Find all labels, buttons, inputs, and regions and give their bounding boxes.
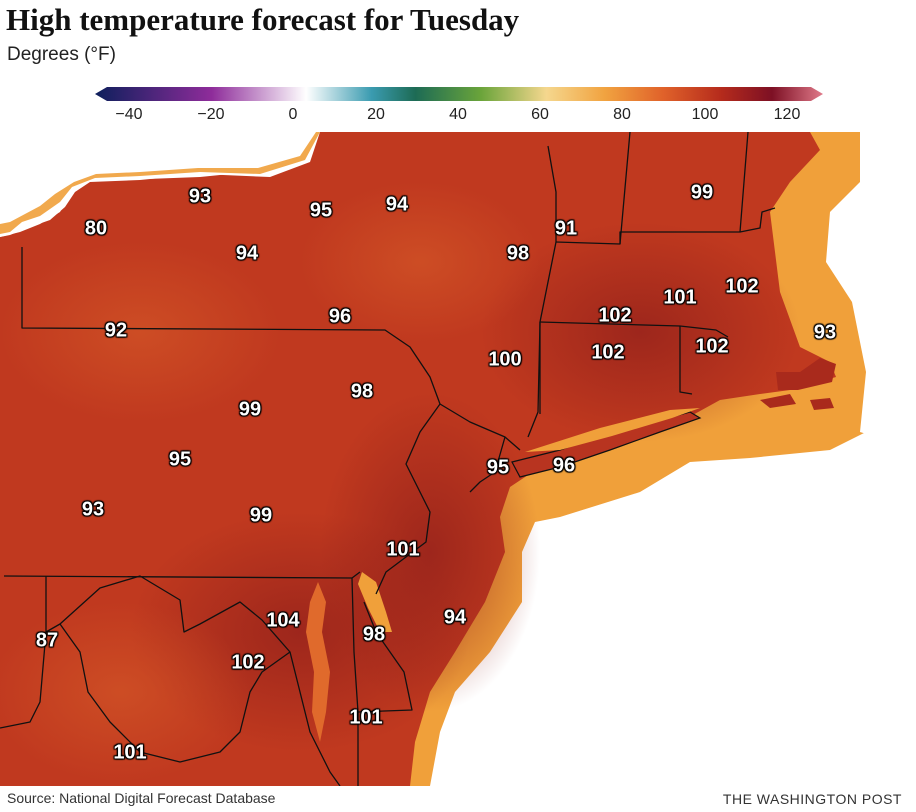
page-title: High temperature forecast for Tuesday (6, 2, 520, 37)
temp-label: 104 (266, 609, 300, 632)
temp-label: 91 (554, 217, 578, 240)
temp-label: 101 (113, 741, 147, 764)
legend-tick: −40 (115, 106, 143, 123)
temp-label: 99 (690, 181, 714, 204)
cape-cod (776, 358, 836, 390)
temp-label: 102 (598, 304, 632, 327)
legend-tick: 80 (613, 106, 631, 123)
temp-label: 93 (81, 498, 105, 521)
temp-label: 102 (231, 651, 265, 674)
legend-tick: 40 (449, 106, 467, 123)
legend-color-bar (95, 87, 823, 101)
temp-label: 100 (488, 348, 522, 371)
map-canvas (0, 132, 916, 786)
temp-label: 94 (235, 242, 259, 265)
source-note: Source: National Digital Forecast Databa… (7, 790, 276, 806)
temp-label: 101 (386, 538, 420, 561)
island-marthas-vineyard (760, 394, 796, 408)
temp-label: 102 (695, 335, 729, 358)
temp-label: 95 (486, 456, 510, 479)
temp-label: 99 (238, 398, 262, 421)
chesapeake-bay (306, 582, 330, 742)
legend-tick: 120 (773, 106, 801, 123)
temperature-map: 93 80 95 94 94 91 99 98 102 101 92 96 10… (0, 132, 916, 786)
temp-label: 94 (385, 193, 409, 216)
legend-tick: 0 (288, 106, 298, 123)
temp-label: 98 (350, 380, 374, 403)
long-island-sound (525, 408, 700, 452)
island-nantucket (810, 398, 834, 410)
state-boundaries (0, 132, 776, 786)
temp-label: 101 (349, 706, 383, 729)
legend-tick: 100 (691, 106, 719, 123)
temp-label: 94 (443, 606, 467, 629)
legend-tick: −20 (197, 106, 225, 123)
cape-cod-water (826, 132, 916, 438)
temp-label: 98 (362, 623, 386, 646)
lake-ontario-water (0, 132, 316, 224)
temp-label: 92 (104, 319, 128, 342)
temp-label: 95 (309, 199, 333, 222)
legend-tick: 20 (367, 106, 385, 123)
temp-label: 102 (725, 275, 759, 298)
temp-label: 93 (188, 185, 212, 208)
legend-tick: 60 (531, 106, 549, 123)
publisher-credit: THE WASHINGTON POST (722, 791, 902, 807)
temp-label: 95 (168, 448, 192, 471)
temp-label: 96 (552, 454, 576, 477)
temp-label: 99 (249, 504, 273, 527)
units-subtitle: Degrees (°F) (7, 44, 116, 65)
temp-label: 98 (506, 242, 530, 265)
delaware-bay (358, 572, 392, 632)
temp-label: 93 (813, 321, 837, 344)
temp-label: 102 (591, 341, 625, 364)
temperature-legend: −40 −20 0 20 40 60 80 100 120 (95, 84, 823, 128)
temp-label: 80 (84, 217, 108, 240)
temp-label: 87 (35, 629, 59, 652)
temp-label: 101 (663, 286, 697, 309)
temp-label: 96 (328, 305, 352, 328)
